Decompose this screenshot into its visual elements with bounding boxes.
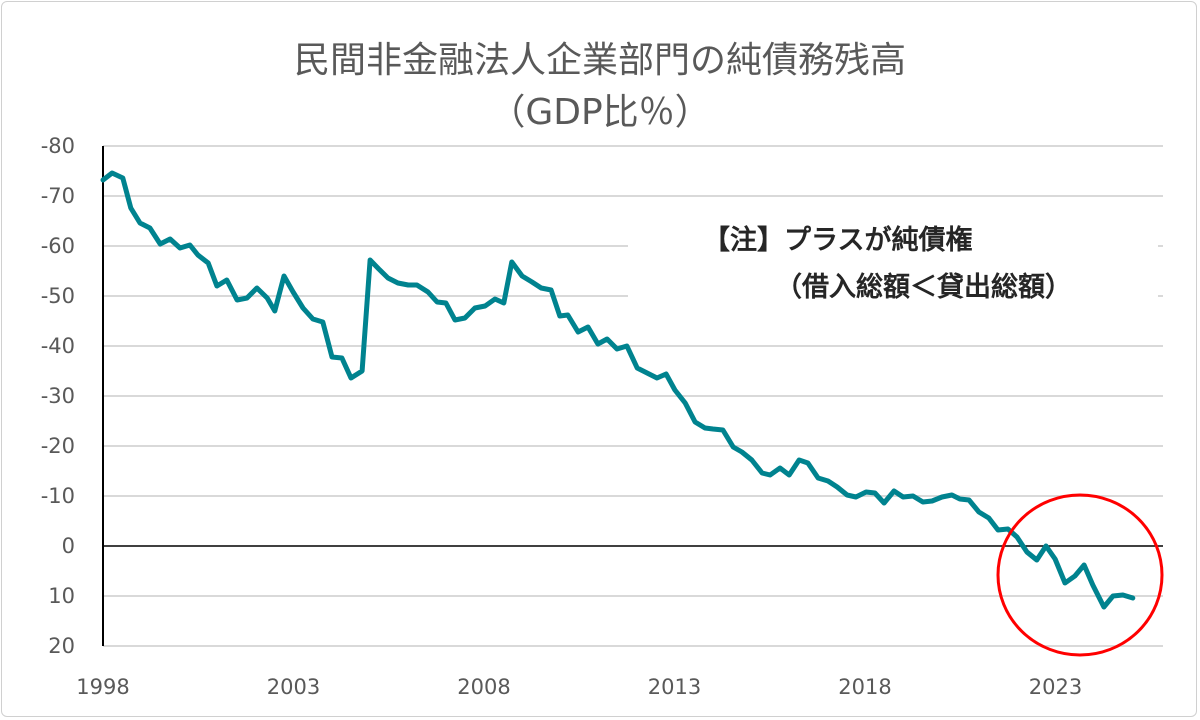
chart-title: 民間非金融法人企業部門の純債務残高 [294, 40, 906, 81]
y-tick-label: -40 [41, 334, 75, 358]
y-tick-label: -80 [41, 134, 75, 158]
annotation-line-1: 【注】プラスが純債権 [703, 224, 972, 256]
highlight-circle [996, 493, 1164, 657]
y-tick-label: -60 [41, 234, 75, 258]
y-tick-label: 0 [62, 534, 75, 558]
y-tick-label: -10 [41, 484, 75, 508]
y-tick-label: -30 [41, 384, 75, 408]
x-tick-label: 2013 [648, 675, 701, 699]
x-tick-label: 2023 [1029, 675, 1082, 699]
chart-subtitle: （GDP比％） [489, 92, 710, 133]
y-tick-label: 20 [48, 634, 75, 658]
annotation-line-2: （借入総額＜貸出総額） [775, 271, 1072, 303]
x-tick-label: 2008 [457, 675, 510, 699]
x-tick-label: 1998 [76, 675, 129, 699]
x-tick-label: 2003 [267, 675, 320, 699]
y-tick-label: -70 [41, 184, 75, 208]
y-tick-label: -50 [41, 284, 75, 308]
y-tick-label: 10 [48, 584, 75, 608]
x-tick-label: 2018 [838, 675, 891, 699]
y-tick-label: -20 [41, 434, 75, 458]
annotation-background [628, 215, 1158, 315]
